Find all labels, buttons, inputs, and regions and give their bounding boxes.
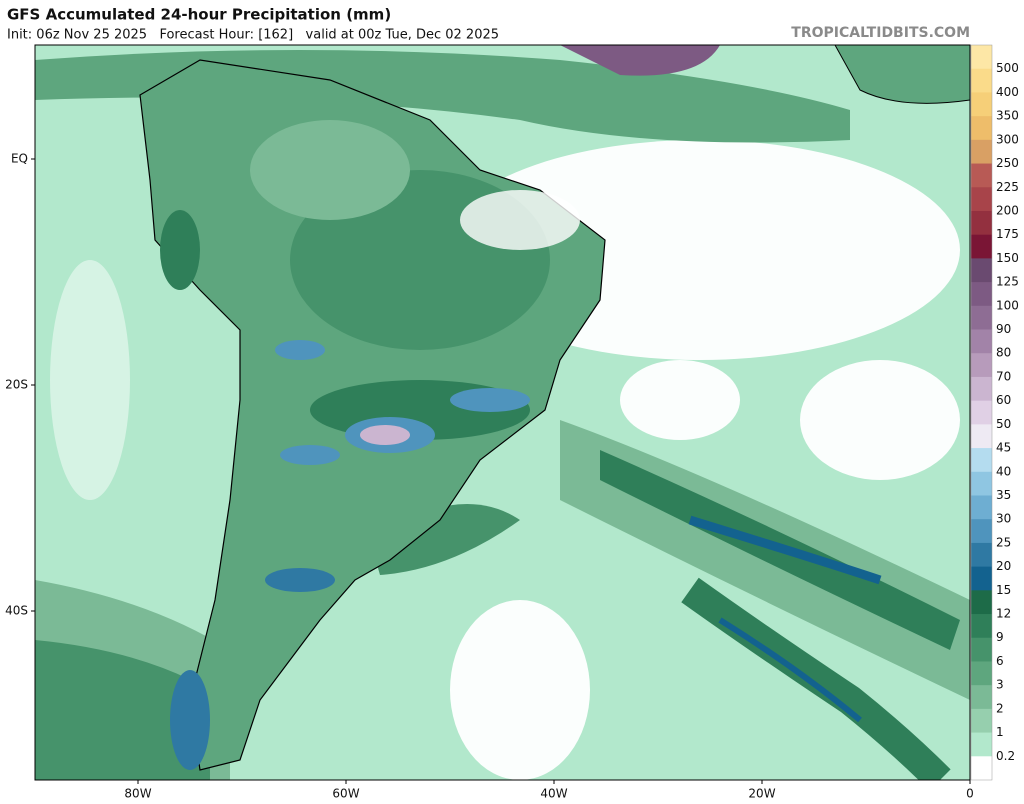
colorbar-cell [971,329,992,354]
colorbar-cell [971,471,992,496]
colorbar-label: 50 [996,417,1011,431]
colorbar-cell [971,424,992,449]
colorbar-label: 200 [996,203,1019,217]
colorbar-label: 70 [996,369,1011,383]
colorbar-label: 400 [996,85,1019,99]
colorbar-cell [971,661,992,686]
lat-label: 20S [5,378,28,392]
colorbar-cell [971,282,992,307]
colorbar-label: 0.2 [996,749,1015,763]
land-precip [160,120,580,770]
colorbar-label: 300 [996,132,1019,146]
colorbar-cell [971,163,992,188]
colorbar-cell [971,756,992,781]
colorbar-label: 150 [996,251,1019,265]
lon-label: 20W [748,787,775,801]
colorbar-label: 12 [996,607,1011,621]
colorbar-label: 35 [996,488,1011,502]
colorbar-label: 500 [996,61,1019,75]
colorbar-cell [971,187,992,212]
map [35,45,970,780]
colorbar-cell [971,400,992,425]
colorbar-label: 80 [996,346,1011,360]
colorbar-label: 25 [996,535,1011,549]
colorbar-cell [971,590,992,615]
colorbar-cell [971,353,992,378]
axes: 80W 60W 40W 20W 0 EQ 20S 40S [5,152,974,801]
colorbar-cell [971,376,992,402]
colorbar-label: 45 [996,441,1011,455]
colorbar-cell [971,732,992,757]
colorbar-label: 350 [996,109,1019,123]
colorbar-cell [971,685,992,710]
colorbar-label: 6 [996,654,1004,668]
colorbar-cell [971,139,992,165]
colorbar-cell [971,258,992,283]
colorbar-label: 125 [996,275,1019,289]
colorbar-cell [971,566,992,591]
colorbar-label: 9 [996,630,1004,644]
colorbar-label: 250 [996,156,1019,170]
colorbar: 5004003503002502252001751501251009080706… [970,44,1019,781]
colorbar-cell [971,637,992,662]
colorbar-cell [971,708,992,734]
colorbar-label: 100 [996,298,1019,312]
colorbar-cell [971,305,992,331]
colorbar-label: 3 [996,678,1004,692]
colorbar-label: 225 [996,180,1019,194]
colorbar-label: 30 [996,512,1011,526]
colorbar-cell [971,116,992,141]
colorbar-cell [971,448,992,473]
colorbar-label: 90 [996,322,1011,336]
lon-label: 40W [540,787,567,801]
colorbar-label: 1 [996,725,1004,739]
colorbar-frame [970,44,993,781]
colorbar-label: 175 [996,227,1019,241]
lon-label: 60W [332,787,359,801]
subtitle: Init: 06z Nov 25 2025 Forecast Hour: [16… [7,28,499,43]
colorbar-label: 15 [996,583,1011,597]
colorbar-cell [971,45,992,70]
colorbar-cell [971,92,992,117]
colorbar-cell [971,542,992,568]
lon-label: 0 [966,787,974,801]
lat-label: EQ [11,152,28,166]
colorbar-cell [971,210,992,236]
colorbar-cell [971,234,992,259]
map-frame [34,44,971,781]
lat-label: 40S [5,604,28,618]
colorbar-cell [971,68,992,93]
colorbar-cell [971,495,992,520]
colorbar-label: 2 [996,701,1004,715]
colorbar-cell [971,614,992,639]
site: TROPICALTIDBITS.COM [791,25,970,41]
colorbar-label: 20 [996,559,1011,573]
title: GFS Accumulated 24-hour Precipitation (m… [7,6,391,24]
colorbar-label: 40 [996,464,1011,478]
lon-label: 80W [124,787,151,801]
colorbar-cell [971,519,992,544]
colorbar-label: 60 [996,393,1011,407]
